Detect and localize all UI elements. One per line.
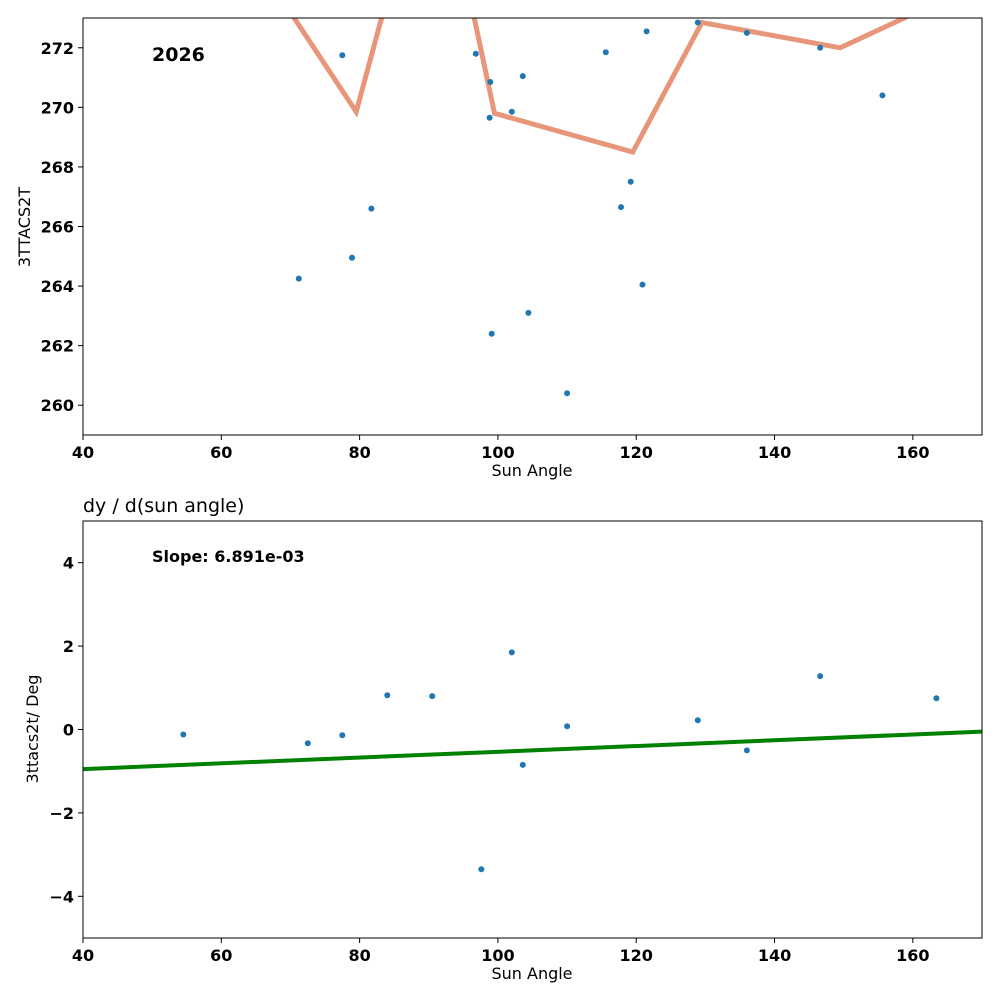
- top-data-point: [368, 205, 375, 212]
- top-x-tick-label: 140: [758, 443, 791, 462]
- top-y-tick-label: 262: [41, 337, 74, 356]
- bottom-data-point: [817, 673, 824, 680]
- top-x-label: Sun Angle: [491, 461, 572, 480]
- top-y-tick-label: 270: [41, 98, 74, 117]
- bottom-data-point: [180, 731, 187, 738]
- top-x-tick-label: 60: [210, 443, 232, 462]
- top-x-tick-label: 100: [481, 443, 514, 462]
- bottom-y-tick-label: −2: [49, 804, 74, 823]
- top-data-point: [694, 19, 701, 26]
- bottom-y-tick-label: 4: [63, 554, 74, 573]
- bottom-y-tick-label: −4: [49, 887, 74, 906]
- bottom-data-point: [478, 866, 485, 873]
- top-data-point: [519, 73, 526, 80]
- bottom-data-point: [933, 695, 940, 702]
- top-data-point: [486, 114, 493, 121]
- top-data-point: [349, 254, 355, 261]
- bottom-plot-area: [83, 649, 982, 873]
- top-y-tick-label: 266: [41, 218, 74, 237]
- bottom-data-point: [384, 692, 391, 699]
- bottom-fit-line: [83, 729, 982, 772]
- top-x-axis: 40 60 80 100 120 140 160: [72, 435, 930, 462]
- bottom-data-point: [743, 747, 750, 754]
- bottom-data-point: [339, 732, 346, 739]
- top-panel: 40 60 80 100 120 140 160 260 262 264 266 268 270 272…: [15, 17, 983, 480]
- bottom-x-tick-label: 140: [758, 946, 791, 965]
- top-data-point: [639, 281, 646, 288]
- top-year-annotation: 2026: [152, 44, 205, 66]
- bottom-x-tick-label: 60: [210, 946, 232, 965]
- bottom-data-point: [508, 649, 515, 656]
- top-data-point: [508, 108, 515, 115]
- bottom-x-tick-label: 160: [896, 946, 929, 965]
- top-y-tick-label: 264: [41, 277, 74, 296]
- bottom-data-point: [304, 740, 311, 747]
- top-data-point: [472, 50, 479, 57]
- top-y-axis: 260 262 264 266 268 270 272: [41, 39, 83, 415]
- bottom-panel: dy / d(sun angle) 40 60 80 100 120 140 160 −4−…: [23, 495, 983, 983]
- top-data-point: [627, 178, 634, 185]
- top-y-tick-label: 260: [41, 396, 74, 415]
- top-x-tick-label: 80: [348, 443, 370, 462]
- top-data-point: [618, 204, 624, 211]
- top-data-point: [339, 52, 346, 59]
- bottom-x-axis: 40 60 80 100 120 140 160: [72, 938, 930, 965]
- bottom-data-point: [519, 761, 526, 768]
- bottom-x-tick-label: 100: [481, 946, 514, 965]
- bottom-y-tick-label: 0: [63, 721, 74, 740]
- bottom-data-point: [564, 723, 571, 730]
- top-y-tick-label: 272: [41, 39, 74, 58]
- top-x-tick-label: 160: [896, 443, 929, 462]
- top-axes-frame: [82, 17, 983, 436]
- top-data-point: [602, 49, 609, 56]
- top-data-point: [295, 275, 302, 282]
- top-data-point: [564, 390, 571, 397]
- bottom-data-point: [429, 693, 436, 700]
- bottom-data-point: [694, 717, 701, 724]
- top-data-point: [643, 28, 650, 35]
- top-data-point: [488, 330, 495, 337]
- top-data-point: [487, 79, 494, 85]
- top-plot-area: [291, 18, 911, 397]
- bottom-slope-annotation: Slope: 6.891e-03: [152, 547, 305, 566]
- top-y-tick-label: 268: [41, 158, 74, 177]
- bottom-x-tick-label: 80: [348, 946, 370, 965]
- bottom-x-tick-label: 120: [620, 946, 653, 965]
- top-data-point: [743, 29, 750, 36]
- top-x-tick-label: 40: [72, 443, 94, 462]
- bottom-y-label: 3ttacs2t/ Deg: [23, 675, 42, 784]
- bottom-y-tick-label: 2: [63, 637, 74, 656]
- top-fit-line: [291, 18, 911, 155]
- bottom-y-axis: −4 −2 0 2 4: [49, 554, 83, 906]
- bottom-axes-frame: [82, 520, 983, 939]
- top-data-point: [817, 44, 824, 51]
- bottom-x-label: Sun Angle: [491, 964, 572, 983]
- top-data-point: [879, 92, 886, 99]
- top-y-label: 3TTACS2T: [15, 187, 34, 267]
- top-data-point: [525, 309, 532, 316]
- bottom-title: dy / d(sun angle): [83, 495, 244, 517]
- bottom-x-tick-label: 40: [72, 946, 94, 965]
- top-x-tick-label: 120: [620, 443, 653, 462]
